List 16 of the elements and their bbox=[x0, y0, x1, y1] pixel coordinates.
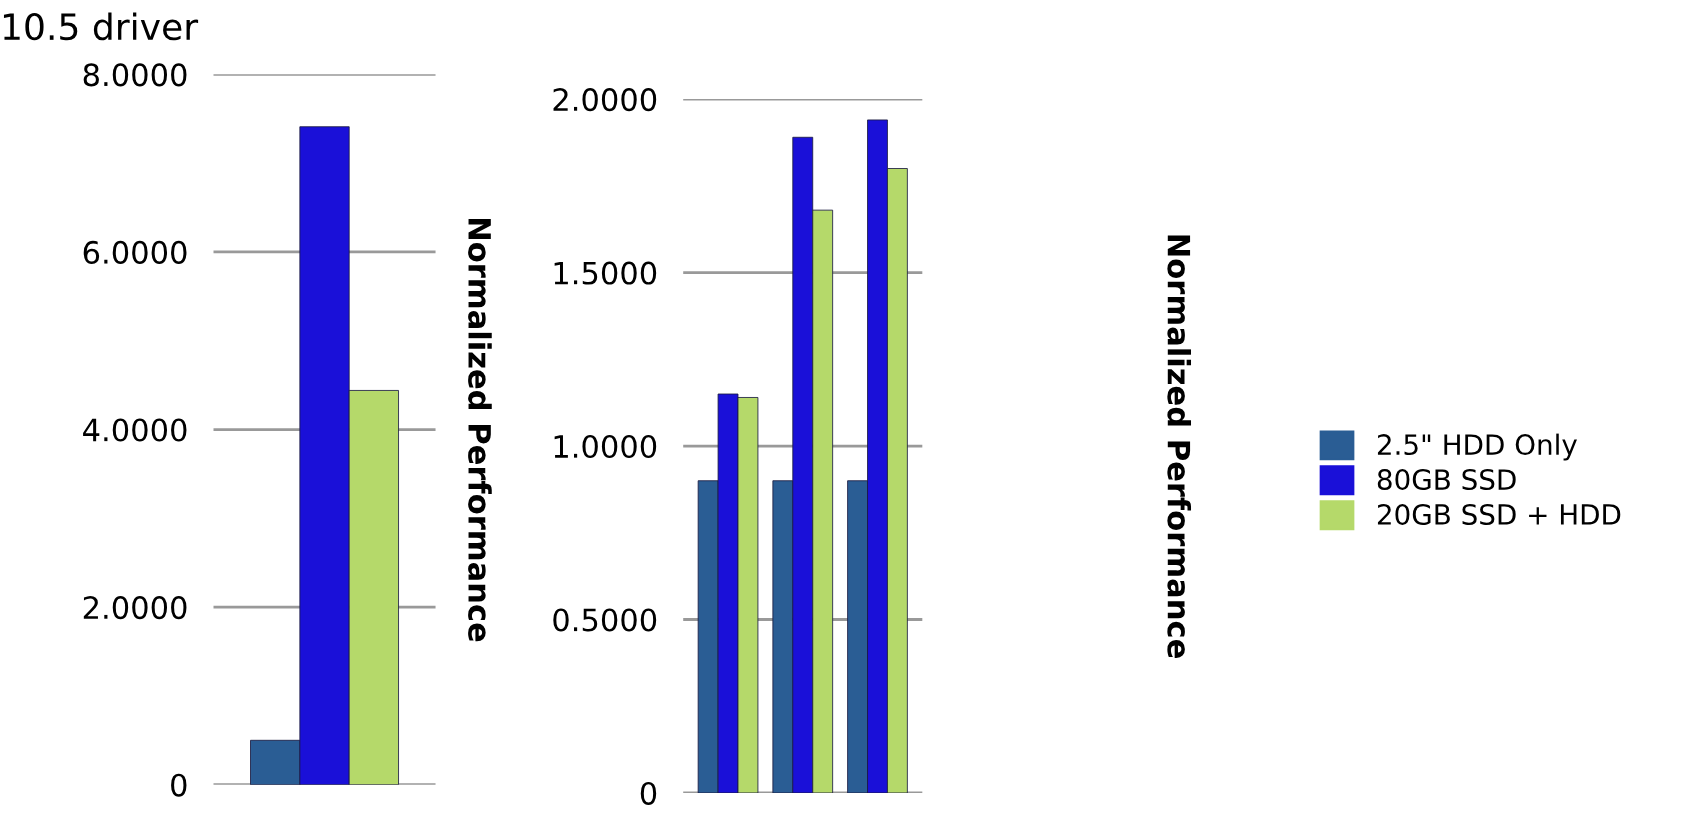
y-tick-label: 6.0000 bbox=[83, 240, 187, 264]
y-tick-label: 2.0000 bbox=[83, 596, 187, 620]
legend-label: 2.5" HDD Only bbox=[1377, 433, 1577, 461]
y-tick-label: 4.0000 bbox=[83, 418, 187, 442]
y-axis-title: Normalized Performance bbox=[468, 219, 492, 642]
y-tick-label: 0 bbox=[640, 781, 657, 805]
y-tick-label: 2.0000 bbox=[553, 88, 657, 112]
y-tick-label: 0 bbox=[171, 773, 187, 797]
y-tick-label: 1.0000 bbox=[554, 434, 657, 459]
legend-label: 20GB SSD + HDD bbox=[1377, 503, 1621, 525]
chart-title: 10.5 driver bbox=[3, 12, 199, 41]
y-axis-title: Normalized Performance bbox=[1167, 235, 1192, 658]
y-tick-label: 0.5000 bbox=[553, 608, 657, 632]
legend-label: 80GB SSD bbox=[1377, 469, 1516, 491]
y-tick-label: 1.5000 bbox=[554, 261, 657, 285]
y-tick-label: 8.0000 bbox=[83, 63, 187, 87]
